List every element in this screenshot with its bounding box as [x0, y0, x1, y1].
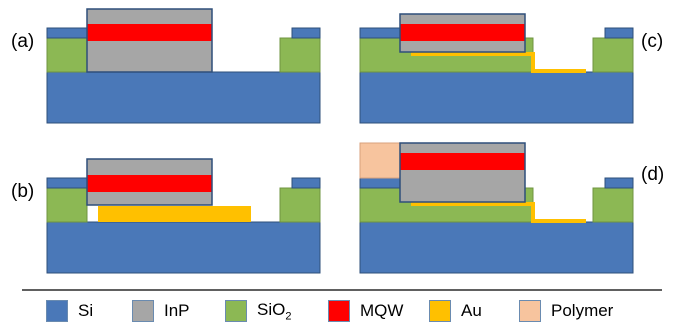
panel-label-d: (d): [641, 164, 665, 185]
au-trench: [531, 69, 586, 73]
legend-label-sio2: SiO2: [257, 299, 292, 323]
panel-label-a: (a): [11, 31, 35, 52]
si-substrate: [359, 71, 634, 124]
au-step: [531, 202, 535, 222]
si-ridge-left: [359, 177, 401, 189]
iii-v-die-outline: [399, 142, 526, 203]
si-ridge-right: [291, 177, 321, 189]
au-trench: [531, 219, 586, 223]
panel-label-b: (b): [11, 181, 35, 202]
inp-swatch: [132, 300, 154, 322]
inp-top: [400, 14, 525, 24]
au-layer: [98, 206, 251, 222]
inp-bottom: [87, 192, 212, 205]
inp-bottom: [400, 170, 525, 202]
legend-item-polymer: Polymer: [519, 298, 613, 324]
polymer-block: [359, 142, 401, 179]
au-swatch: [429, 300, 451, 322]
sio2-swatch: [225, 300, 247, 322]
legend-item-sio2: SiO2: [225, 298, 291, 324]
si-substrate: [46, 71, 321, 124]
legend-label-polymer: Polymer: [551, 301, 614, 320]
mqw-swatch: [328, 300, 350, 322]
mqw-layer: [87, 24, 212, 41]
legend-label-inp: InP: [164, 301, 190, 320]
au-step: [531, 52, 535, 72]
polymer-swatch: [519, 300, 541, 322]
si-ridge-right: [604, 177, 634, 189]
iii-v-die-outline: [399, 13, 526, 53]
mqw-layer: [400, 153, 525, 170]
panel-c: [359, 13, 634, 124]
si-substrate: [46, 221, 321, 274]
sio2-layer-right: [279, 187, 321, 223]
iii-v-die-outline: [86, 158, 213, 206]
panel-b: [46, 158, 321, 274]
legend-label-au: Au: [461, 301, 482, 320]
inp-top: [87, 159, 212, 175]
legend-item-mqw: MQW: [328, 298, 403, 324]
legend: Si InP SiO2 MQW Au Polymer: [0, 298, 678, 328]
sio2-layer-right: [279, 37, 321, 73]
si-ridge-left: [46, 27, 88, 39]
sio2-layer-right: [592, 37, 634, 73]
panel-label-c: (c): [641, 31, 664, 52]
panel-a: [46, 8, 321, 124]
legend-item-au: Au: [429, 298, 482, 324]
iii-v-die-outline: [86, 8, 213, 73]
au-film: [411, 202, 533, 206]
sio2-layer-right: [592, 187, 634, 223]
au-film: [411, 52, 533, 56]
inp-bottom: [400, 41, 525, 52]
si-ridge-right: [291, 27, 321, 39]
si-ridge-left: [46, 177, 88, 189]
mqw-layer: [87, 175, 212, 192]
inp-top: [400, 143, 525, 153]
panel-d: [359, 142, 634, 274]
si-swatch: [46, 300, 68, 322]
mqw-layer: [400, 24, 525, 41]
legend-item-si: Si: [46, 298, 93, 324]
inp-top: [87, 9, 212, 24]
legend-label-mqw: MQW: [360, 301, 404, 320]
si-substrate: [359, 221, 634, 274]
sio2-layer-left: [46, 37, 88, 73]
sio2-layer-left: [46, 187, 88, 223]
inp-bottom: [87, 41, 212, 72]
si-ridge-right: [604, 27, 634, 39]
legend-label-si: Si: [78, 301, 94, 320]
si-ridge-left: [359, 27, 401, 39]
legend-item-inp: InP: [132, 298, 190, 324]
